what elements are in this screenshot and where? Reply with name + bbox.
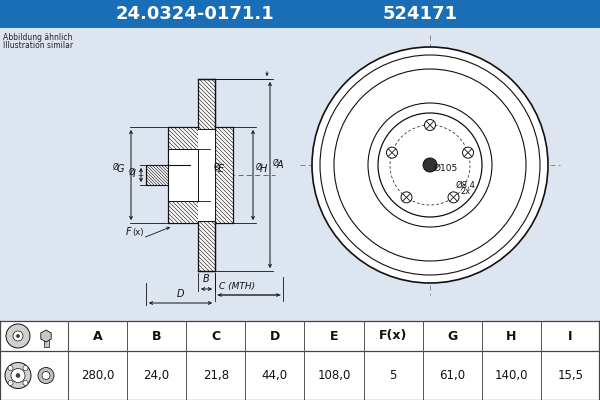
Circle shape [8, 380, 13, 386]
Text: B: B [203, 274, 210, 284]
Text: F: F [126, 227, 131, 237]
Text: 140,0: 140,0 [494, 369, 528, 382]
Text: G: G [117, 164, 125, 174]
Text: 61,0: 61,0 [439, 369, 465, 382]
Circle shape [425, 120, 436, 130]
Circle shape [386, 147, 397, 158]
Text: (x): (x) [132, 228, 143, 237]
Text: B: B [152, 330, 161, 342]
Text: 2x: 2x [460, 187, 470, 196]
FancyBboxPatch shape [0, 321, 600, 400]
Text: I: I [133, 169, 136, 179]
Circle shape [16, 374, 20, 378]
Polygon shape [41, 330, 51, 342]
FancyBboxPatch shape [44, 336, 49, 347]
Text: 108,0: 108,0 [317, 369, 350, 382]
Text: A: A [93, 330, 103, 342]
Circle shape [423, 158, 437, 172]
Text: H: H [260, 164, 268, 174]
Circle shape [38, 368, 54, 384]
Circle shape [401, 192, 412, 203]
Text: 15,5: 15,5 [557, 369, 583, 382]
Circle shape [42, 372, 50, 380]
FancyBboxPatch shape [146, 165, 168, 185]
Text: D: D [270, 330, 280, 342]
Text: Ø: Ø [214, 162, 220, 172]
FancyBboxPatch shape [215, 127, 233, 223]
Text: F(x): F(x) [379, 330, 407, 342]
Text: 21,8: 21,8 [203, 369, 229, 382]
Text: ®: ® [475, 229, 485, 239]
Text: D: D [177, 289, 184, 299]
Text: 24.0324-0171.1: 24.0324-0171.1 [116, 5, 274, 23]
Text: C (MTH): C (MTH) [219, 282, 255, 291]
Text: ate: ate [391, 209, 439, 236]
Text: Ø: Ø [256, 162, 262, 172]
Text: 44,0: 44,0 [262, 369, 288, 382]
Text: H: H [506, 330, 517, 342]
FancyBboxPatch shape [0, 0, 600, 28]
Text: 24,0: 24,0 [143, 369, 170, 382]
Circle shape [8, 366, 13, 370]
FancyBboxPatch shape [168, 149, 198, 201]
FancyBboxPatch shape [198, 221, 215, 271]
FancyBboxPatch shape [0, 28, 600, 321]
Text: C: C [211, 330, 220, 342]
FancyBboxPatch shape [198, 79, 215, 129]
FancyBboxPatch shape [198, 129, 215, 221]
Circle shape [23, 366, 28, 370]
Text: 5: 5 [389, 369, 397, 382]
Text: G: G [447, 330, 457, 342]
Text: Ø: Ø [273, 158, 279, 168]
Circle shape [13, 331, 23, 341]
Text: Abbildung ähnlich: Abbildung ähnlich [3, 33, 73, 42]
Text: Illustration similar: Illustration similar [3, 41, 73, 50]
Text: 524171: 524171 [383, 5, 458, 23]
Circle shape [17, 334, 19, 338]
Text: Ø: Ø [113, 162, 119, 172]
Circle shape [6, 324, 30, 348]
FancyBboxPatch shape [168, 127, 198, 223]
Circle shape [448, 192, 459, 203]
Circle shape [23, 380, 28, 386]
Text: A: A [277, 160, 284, 170]
Circle shape [5, 362, 31, 388]
Text: E: E [330, 330, 338, 342]
Text: Ø8,4: Ø8,4 [456, 181, 476, 190]
Text: Ø105: Ø105 [434, 164, 458, 172]
Circle shape [463, 147, 473, 158]
Text: Ø: Ø [129, 168, 135, 176]
Circle shape [378, 113, 482, 217]
Circle shape [312, 47, 548, 283]
Text: E: E [218, 164, 224, 174]
Text: 280,0: 280,0 [81, 369, 114, 382]
Circle shape [11, 368, 25, 382]
Text: I: I [568, 330, 572, 342]
